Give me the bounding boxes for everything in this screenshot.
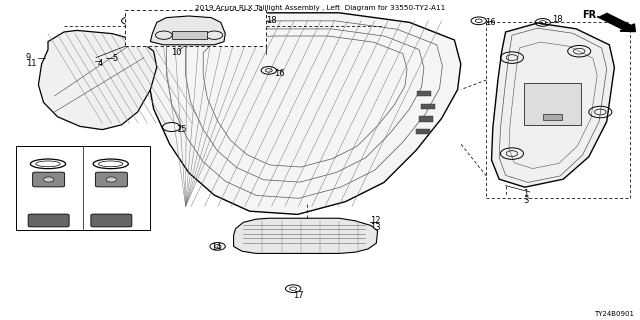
Text: 18: 18 [140,16,150,25]
Circle shape [44,177,54,182]
Text: 5: 5 [112,54,117,63]
Polygon shape [38,30,157,130]
Text: FR.: FR. [582,10,600,20]
Circle shape [106,177,116,182]
Text: 17: 17 [293,291,304,300]
Text: 1: 1 [524,189,529,198]
Bar [417,91,431,96]
Bar [543,114,562,120]
Text: 18: 18 [266,16,276,25]
Bar [419,116,433,122]
Text: 15: 15 [176,125,186,134]
Text: 9: 9 [26,53,31,62]
Text: 2019 Acura RLX Taillight Assembly , Left  Diagram for 33550-TY2-A11: 2019 Acura RLX Taillight Assembly , Left… [195,5,445,11]
FancyBboxPatch shape [33,172,65,187]
FancyArrow shape [599,13,636,32]
Text: 11: 11 [26,60,36,68]
Text: 16: 16 [274,69,285,78]
Bar [16,146,150,230]
Text: 7: 7 [95,181,100,190]
Text: 18: 18 [552,15,563,24]
Text: 10: 10 [172,48,182,57]
Text: 2: 2 [549,114,554,123]
Text: 13: 13 [370,223,381,232]
Bar [172,31,207,39]
Text: 7: 7 [37,181,42,190]
Polygon shape [147,13,461,214]
Text: TY24B0901: TY24B0901 [594,311,634,317]
Text: 4: 4 [98,60,103,68]
Text: 14: 14 [211,243,221,252]
Bar [416,129,430,134]
Text: 3: 3 [524,196,529,205]
FancyBboxPatch shape [95,172,127,187]
Text: 6: 6 [112,166,117,175]
Bar [421,104,435,109]
Text: 6: 6 [58,166,63,175]
Polygon shape [150,16,225,45]
FancyBboxPatch shape [91,214,132,227]
Bar [524,83,581,125]
Bar [125,10,266,46]
Polygon shape [234,218,378,253]
Text: 12: 12 [370,216,380,225]
Polygon shape [492,23,614,187]
FancyBboxPatch shape [28,214,69,227]
Text: 16: 16 [485,18,496,27]
Text: 8: 8 [35,146,40,155]
